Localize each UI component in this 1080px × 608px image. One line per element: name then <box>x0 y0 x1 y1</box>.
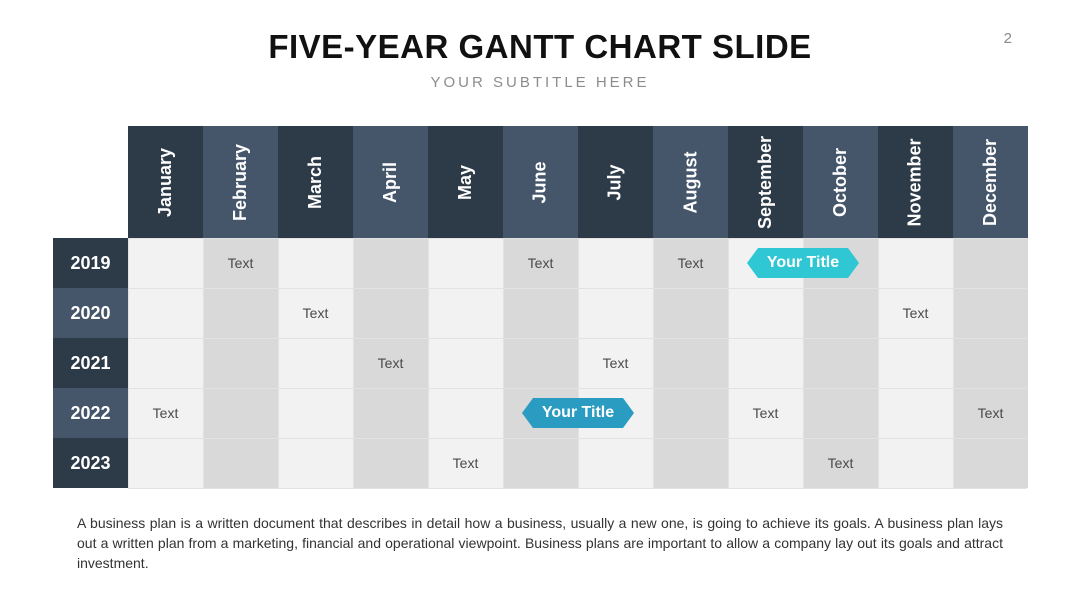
month-label: September <box>755 135 776 229</box>
month-header-may: May <box>428 126 503 238</box>
month-label: June <box>529 160 550 204</box>
milestone-banner: Your Title <box>747 248 859 278</box>
month-column-august <box>653 238 728 488</box>
year-label-2020: 2020 <box>53 288 128 338</box>
cell-text: Text <box>152 405 179 421</box>
month-header-june: June <box>503 126 578 238</box>
month-label: April <box>379 161 400 203</box>
month-label: December <box>980 138 1001 226</box>
row-divider <box>128 238 1027 239</box>
cell-text: Text <box>602 355 629 371</box>
month-header-december: December <box>953 126 1028 238</box>
year-label-2023: 2023 <box>53 438 128 488</box>
year-label-2022: 2022 <box>53 388 128 438</box>
month-column-may <box>428 238 503 488</box>
cell-text: Text <box>227 255 254 271</box>
month-label: November <box>905 137 925 227</box>
month-label: August <box>680 151 700 213</box>
month-header-march: March <box>278 126 353 238</box>
cell-text: Text <box>677 255 704 271</box>
month-column-march <box>278 238 353 488</box>
month-label: February <box>230 143 250 221</box>
month-header-august: August <box>653 126 728 238</box>
row-divider <box>128 488 1027 489</box>
month-header-january: January <box>128 126 203 238</box>
month-header-april: April <box>353 126 428 238</box>
month-label: January <box>154 147 175 217</box>
cell-text: Text <box>527 255 554 271</box>
cell-text: Text <box>902 305 929 321</box>
cell-text: Text <box>752 405 779 421</box>
page-number: 2 <box>1003 30 1012 47</box>
row-divider <box>128 388 1027 389</box>
month-label: October <box>829 147 850 217</box>
month-label: March <box>304 155 325 209</box>
row-divider <box>128 438 1027 439</box>
month-column-april <box>353 238 428 488</box>
month-column-december <box>953 238 1028 488</box>
cell-text: Text <box>827 455 854 471</box>
month-header-october: October <box>803 126 878 238</box>
year-label-2019: 2019 <box>53 238 128 288</box>
month-column-june <box>503 238 578 488</box>
row-divider <box>128 288 1027 289</box>
cell-text: Text <box>302 305 329 321</box>
month-header-july: July <box>578 126 653 238</box>
slide-title: FIVE-YEAR GANTT CHART SLIDE <box>268 28 812 65</box>
month-column-november <box>878 238 953 488</box>
gantt-chart: January February March April May June July Augu… <box>53 126 1028 489</box>
month-column-september <box>728 238 803 488</box>
milestone-banner: Your Title <box>522 398 634 428</box>
month-header-september: September <box>728 126 803 238</box>
month-column-january <box>128 238 203 488</box>
month-column-july <box>578 238 653 488</box>
month-label: May <box>454 164 475 200</box>
cell-text: Text <box>452 455 479 471</box>
month-label: July <box>605 163 625 201</box>
cell-text: Text <box>377 355 404 371</box>
description-paragraph: A business plan is a written document th… <box>77 515 1003 571</box>
year-label-2021: 2021 <box>53 338 128 388</box>
month-column-february <box>203 238 278 488</box>
cell-text: Text <box>977 405 1004 421</box>
month-column-october <box>803 238 878 488</box>
row-divider <box>128 338 1027 339</box>
slide-subtitle: YOUR SUBTITLE HERE <box>430 74 650 91</box>
month-header-november: November <box>878 126 953 238</box>
month-header-february: February <box>203 126 278 238</box>
